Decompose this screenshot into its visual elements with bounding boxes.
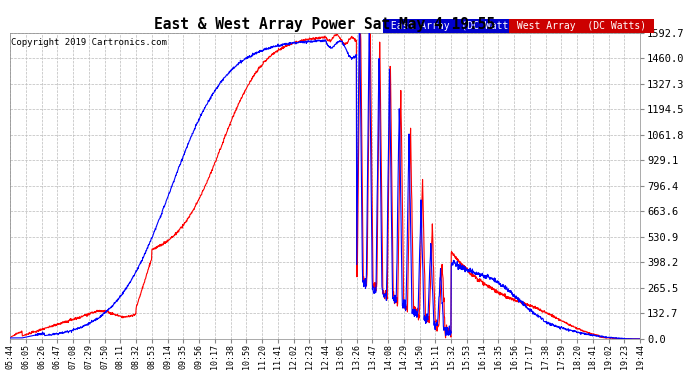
Text: Copyright 2019 Cartronics.com: Copyright 2019 Cartronics.com: [11, 38, 167, 46]
Title: East & West Array Power Sat May 4 19:55: East & West Array Power Sat May 4 19:55: [155, 17, 495, 32]
Text: East Array  (DC Watts): East Array (DC Watts): [385, 21, 526, 32]
Text: West Array  (DC Watts): West Array (DC Watts): [511, 21, 652, 32]
